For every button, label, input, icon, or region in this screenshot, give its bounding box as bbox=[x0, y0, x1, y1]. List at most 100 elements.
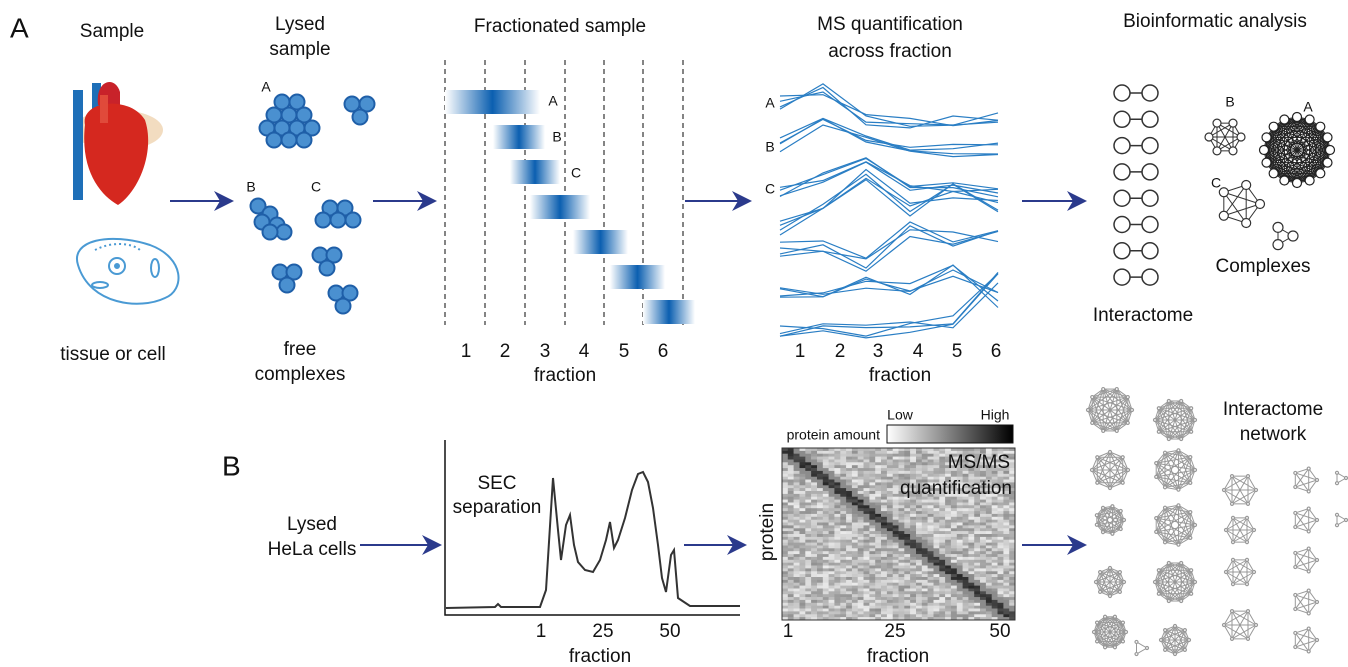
heat-cell bbox=[800, 517, 806, 520]
heat-cell bbox=[963, 534, 969, 537]
heat-cell bbox=[1009, 457, 1015, 460]
heat-cell bbox=[823, 571, 829, 574]
heat-cell bbox=[846, 548, 852, 551]
heat-cell bbox=[823, 609, 829, 612]
heat-cell bbox=[858, 514, 864, 517]
heat-cell bbox=[1009, 500, 1015, 503]
heat-cell bbox=[998, 563, 1004, 566]
heat-cell bbox=[992, 566, 998, 569]
heat-cell bbox=[817, 465, 823, 468]
heat-cell bbox=[840, 508, 846, 511]
heat-cell bbox=[899, 554, 905, 557]
heat-cell bbox=[986, 571, 992, 574]
heat-cell bbox=[922, 531, 928, 534]
heat-cell bbox=[980, 580, 986, 583]
heat-cell bbox=[846, 606, 852, 609]
heat-cell bbox=[829, 474, 835, 477]
heat-cell bbox=[846, 540, 852, 543]
heat-cell bbox=[852, 494, 858, 497]
heat-cell bbox=[1003, 568, 1009, 571]
heat-cell bbox=[800, 568, 806, 571]
heat-cell bbox=[1009, 451, 1015, 454]
heat-cell bbox=[957, 594, 963, 597]
node bbox=[1157, 569, 1160, 572]
heat-cell bbox=[980, 597, 986, 600]
heat-cell bbox=[980, 611, 986, 614]
heat-cell bbox=[881, 583, 887, 586]
heat-cell bbox=[823, 574, 829, 577]
band-label: A bbox=[548, 93, 558, 109]
heat-cell bbox=[887, 594, 893, 597]
heat-cell bbox=[998, 577, 1004, 580]
heat-cell bbox=[846, 594, 852, 597]
heat-cell bbox=[922, 611, 928, 614]
tick-label: 6 bbox=[658, 341, 669, 362]
heat-cell bbox=[1003, 557, 1009, 560]
heat-cell bbox=[881, 577, 887, 580]
heat-cell bbox=[910, 454, 916, 457]
heat-cell bbox=[800, 520, 806, 523]
heat-cell bbox=[939, 540, 945, 543]
heat-cell bbox=[887, 477, 893, 480]
heat-cell bbox=[1003, 543, 1009, 546]
heat-cell bbox=[945, 525, 951, 528]
heat-cell bbox=[817, 614, 823, 617]
heat-cell bbox=[823, 451, 829, 454]
heat-cell bbox=[904, 571, 910, 574]
heat-cell bbox=[817, 543, 823, 546]
node bbox=[1229, 119, 1237, 127]
heat-cell bbox=[963, 597, 969, 600]
heat-cell bbox=[881, 525, 887, 528]
heat-cell bbox=[852, 600, 858, 603]
node bbox=[1177, 504, 1180, 507]
node bbox=[1087, 409, 1090, 412]
heat-cell bbox=[875, 586, 881, 589]
heat-cell bbox=[916, 505, 922, 508]
heat-cell bbox=[887, 574, 893, 577]
tick-label: 50 bbox=[989, 621, 1010, 642]
node bbox=[1190, 430, 1193, 433]
heat-cell bbox=[939, 503, 945, 506]
heat-cell bbox=[869, 577, 875, 580]
tick-label: 1 bbox=[461, 341, 472, 362]
heat-cell bbox=[974, 571, 980, 574]
heat-cell bbox=[811, 454, 817, 457]
heat-cell bbox=[998, 589, 1004, 592]
heat-cell bbox=[939, 591, 945, 594]
elution-band bbox=[445, 90, 540, 114]
node bbox=[1246, 541, 1249, 544]
heat-cell bbox=[899, 551, 905, 554]
heat-cell bbox=[968, 589, 974, 592]
heat-cell bbox=[794, 468, 800, 471]
heat-cell bbox=[1009, 465, 1015, 468]
heat-cell bbox=[916, 528, 922, 531]
heat-cell bbox=[794, 474, 800, 477]
edge bbox=[1295, 520, 1317, 527]
node bbox=[1109, 487, 1112, 490]
heat-cell bbox=[846, 514, 852, 517]
heat-cell bbox=[794, 611, 800, 614]
heat-cell bbox=[998, 543, 1004, 546]
heat-cell bbox=[887, 546, 893, 549]
heat-cell bbox=[916, 511, 922, 514]
node bbox=[1096, 481, 1099, 484]
heat-cell bbox=[811, 566, 817, 569]
node bbox=[1164, 451, 1167, 454]
heat-cell bbox=[934, 606, 940, 609]
heat-cell bbox=[881, 594, 887, 597]
heat-cell bbox=[852, 554, 858, 557]
heat-cell bbox=[805, 611, 811, 614]
heat-cell bbox=[782, 606, 788, 609]
heat-cell bbox=[945, 586, 951, 589]
heat-cell bbox=[974, 525, 980, 528]
heat-cell bbox=[811, 511, 817, 514]
heat-cell bbox=[788, 480, 794, 483]
heat-cell bbox=[986, 606, 992, 609]
heat-cell bbox=[823, 511, 829, 514]
heat-cell bbox=[951, 563, 957, 566]
heat-cell bbox=[893, 560, 899, 563]
heat-cell bbox=[881, 540, 887, 543]
heat-cell bbox=[782, 548, 788, 551]
heat-cell bbox=[823, 586, 829, 589]
protein bbox=[316, 213, 331, 228]
